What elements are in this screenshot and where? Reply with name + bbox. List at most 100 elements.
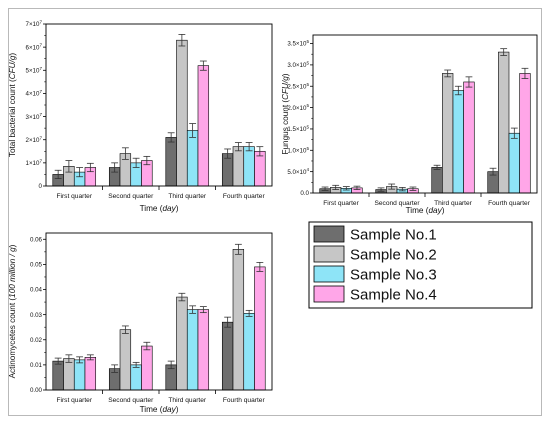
y-tick-label: 5.0×104	[287, 167, 309, 176]
y-tick-label: 0.02	[30, 337, 43, 344]
error-bar	[245, 142, 253, 152]
x-tick-label: Second quarter	[108, 397, 154, 404]
legend-swatch-sample-no-2	[313, 245, 345, 263]
chart-fungus: First quarter Second quarter Third quarter…	[281, 34, 538, 215]
y-tick-label: 4×107	[26, 89, 43, 98]
bar-sample-no-3-q4	[243, 146, 255, 187]
x-tick-label: Fourth quarter	[223, 397, 266, 404]
legend-swatch-sample-no-4	[313, 285, 345, 303]
x-tick-label: Fourth quarter	[488, 200, 531, 207]
x-tick-label: Fourth quarter	[223, 193, 266, 200]
error-bar	[76, 167, 84, 178]
error-bar	[465, 76, 473, 88]
x-tick-label: First quarter	[56, 397, 92, 404]
bar-sample-no-3-q3	[452, 90, 464, 194]
error-bar	[132, 157, 140, 168]
y-tick-label: 0	[39, 183, 43, 190]
error-bar	[121, 325, 129, 334]
bar-sample-no-2-q3	[176, 39, 188, 187]
bar-sample-no-2-q4	[498, 51, 510, 194]
error-bar	[521, 67, 529, 79]
y-tick-label: 1×107	[26, 158, 43, 167]
x-tick-label: Third quarter	[168, 397, 207, 404]
bar-sample-no-4-q1	[84, 357, 97, 391]
x-tick-label: Second quarter	[108, 193, 154, 200]
error-bar	[111, 162, 119, 173]
error-bar	[143, 155, 151, 166]
y-tick-label: 0.04	[30, 287, 43, 294]
error-bar	[54, 169, 62, 179]
y-axis-title: Actinomycetes count (100 million / g)	[8, 244, 17, 378]
legend-label: Sample No.4	[350, 287, 437, 304]
error-bar	[76, 356, 84, 364]
error-bar	[224, 316, 232, 328]
error-bar	[132, 361, 140, 368]
legend-label: Sample No.2	[350, 247, 437, 264]
error-bar	[256, 146, 264, 157]
error-bar	[510, 127, 518, 139]
error-bar	[111, 364, 119, 373]
bar-sample-no-1-q4	[221, 321, 234, 391]
y-tick-label: 0.03	[30, 312, 43, 319]
error-bar	[444, 69, 452, 78]
error-bar	[199, 60, 207, 71]
bar-sample-no-3-q4	[243, 313, 255, 391]
error-bar	[342, 186, 350, 191]
y-tick-label: 0.01	[30, 362, 43, 369]
error-bar	[234, 142, 242, 152]
bar-sample-no-1-q1	[52, 360, 64, 391]
legend-swatch-sample-no-1	[313, 225, 345, 243]
chart-actinomycetes: First quarter Second quarter Third quarter…	[8, 232, 273, 414]
bar-sample-no-4-q4	[519, 73, 531, 194]
error-bar	[353, 185, 361, 190]
y-tick-label: 0.06	[30, 236, 43, 243]
x-tick-label: First quarter	[56, 193, 92, 200]
bar-sample-no-2-q2	[119, 329, 132, 391]
bar-sample-no-4-q3	[197, 65, 210, 187]
bar-sample-no-3-q4	[508, 132, 520, 194]
error-bar	[224, 148, 232, 159]
legend-box	[308, 221, 533, 309]
legend: Sample No.1 Sample No.2 Sample No.3 Sample …	[308, 221, 533, 309]
error-bar	[377, 187, 385, 192]
error-bar	[234, 243, 242, 255]
bar-sample-no-4-q3	[463, 81, 475, 194]
bar-sample-no-2-q4	[232, 249, 245, 391]
bar-sample-no-3-q3	[186, 130, 199, 187]
error-bar	[167, 132, 175, 143]
bar-sample-no-2-q1	[63, 358, 75, 391]
error-bar	[489, 167, 497, 176]
error-bar	[256, 261, 264, 272]
bar-sample-no-2-q3	[442, 73, 454, 194]
error-bar	[86, 354, 94, 361]
x-axis-title: Time (day)	[140, 405, 179, 414]
error-bar	[54, 357, 62, 365]
error-bar	[388, 183, 396, 190]
x-tick-label: Third quarter	[434, 200, 473, 207]
y-tick-label: 1.0×105	[287, 146, 309, 155]
y-tick-label: 3×107	[26, 112, 43, 121]
error-bar	[321, 186, 329, 191]
bar-sample-no-1-q3	[431, 167, 443, 194]
y-tick-label: 7×107	[26, 20, 43, 29]
y-axis-title: Total bacterial count (CFU/g)	[8, 53, 17, 158]
y-tick-label: 1.5×105	[287, 125, 309, 134]
x-tick-label: First quarter	[323, 200, 359, 207]
y-tick-label: 2.0×105	[287, 103, 309, 112]
error-bar	[86, 162, 94, 173]
y-axis-title: Fungus count (CFU/g)	[281, 73, 290, 154]
error-bar	[433, 164, 441, 170]
legend-swatch-sample-no-3	[313, 265, 345, 283]
bar-sample-no-4-q4	[254, 266, 266, 391]
error-bar	[245, 309, 253, 317]
bar-sample-no-4-q2	[141, 345, 153, 391]
error-bar	[332, 184, 340, 190]
y-tick-label: 0.05	[30, 262, 43, 269]
error-bar	[167, 360, 175, 370]
error-bar	[143, 341, 151, 351]
x-axis-title: Time (day)	[406, 206, 445, 215]
error-bar	[454, 85, 462, 96]
bar-sample-no-2-q3	[176, 296, 188, 391]
